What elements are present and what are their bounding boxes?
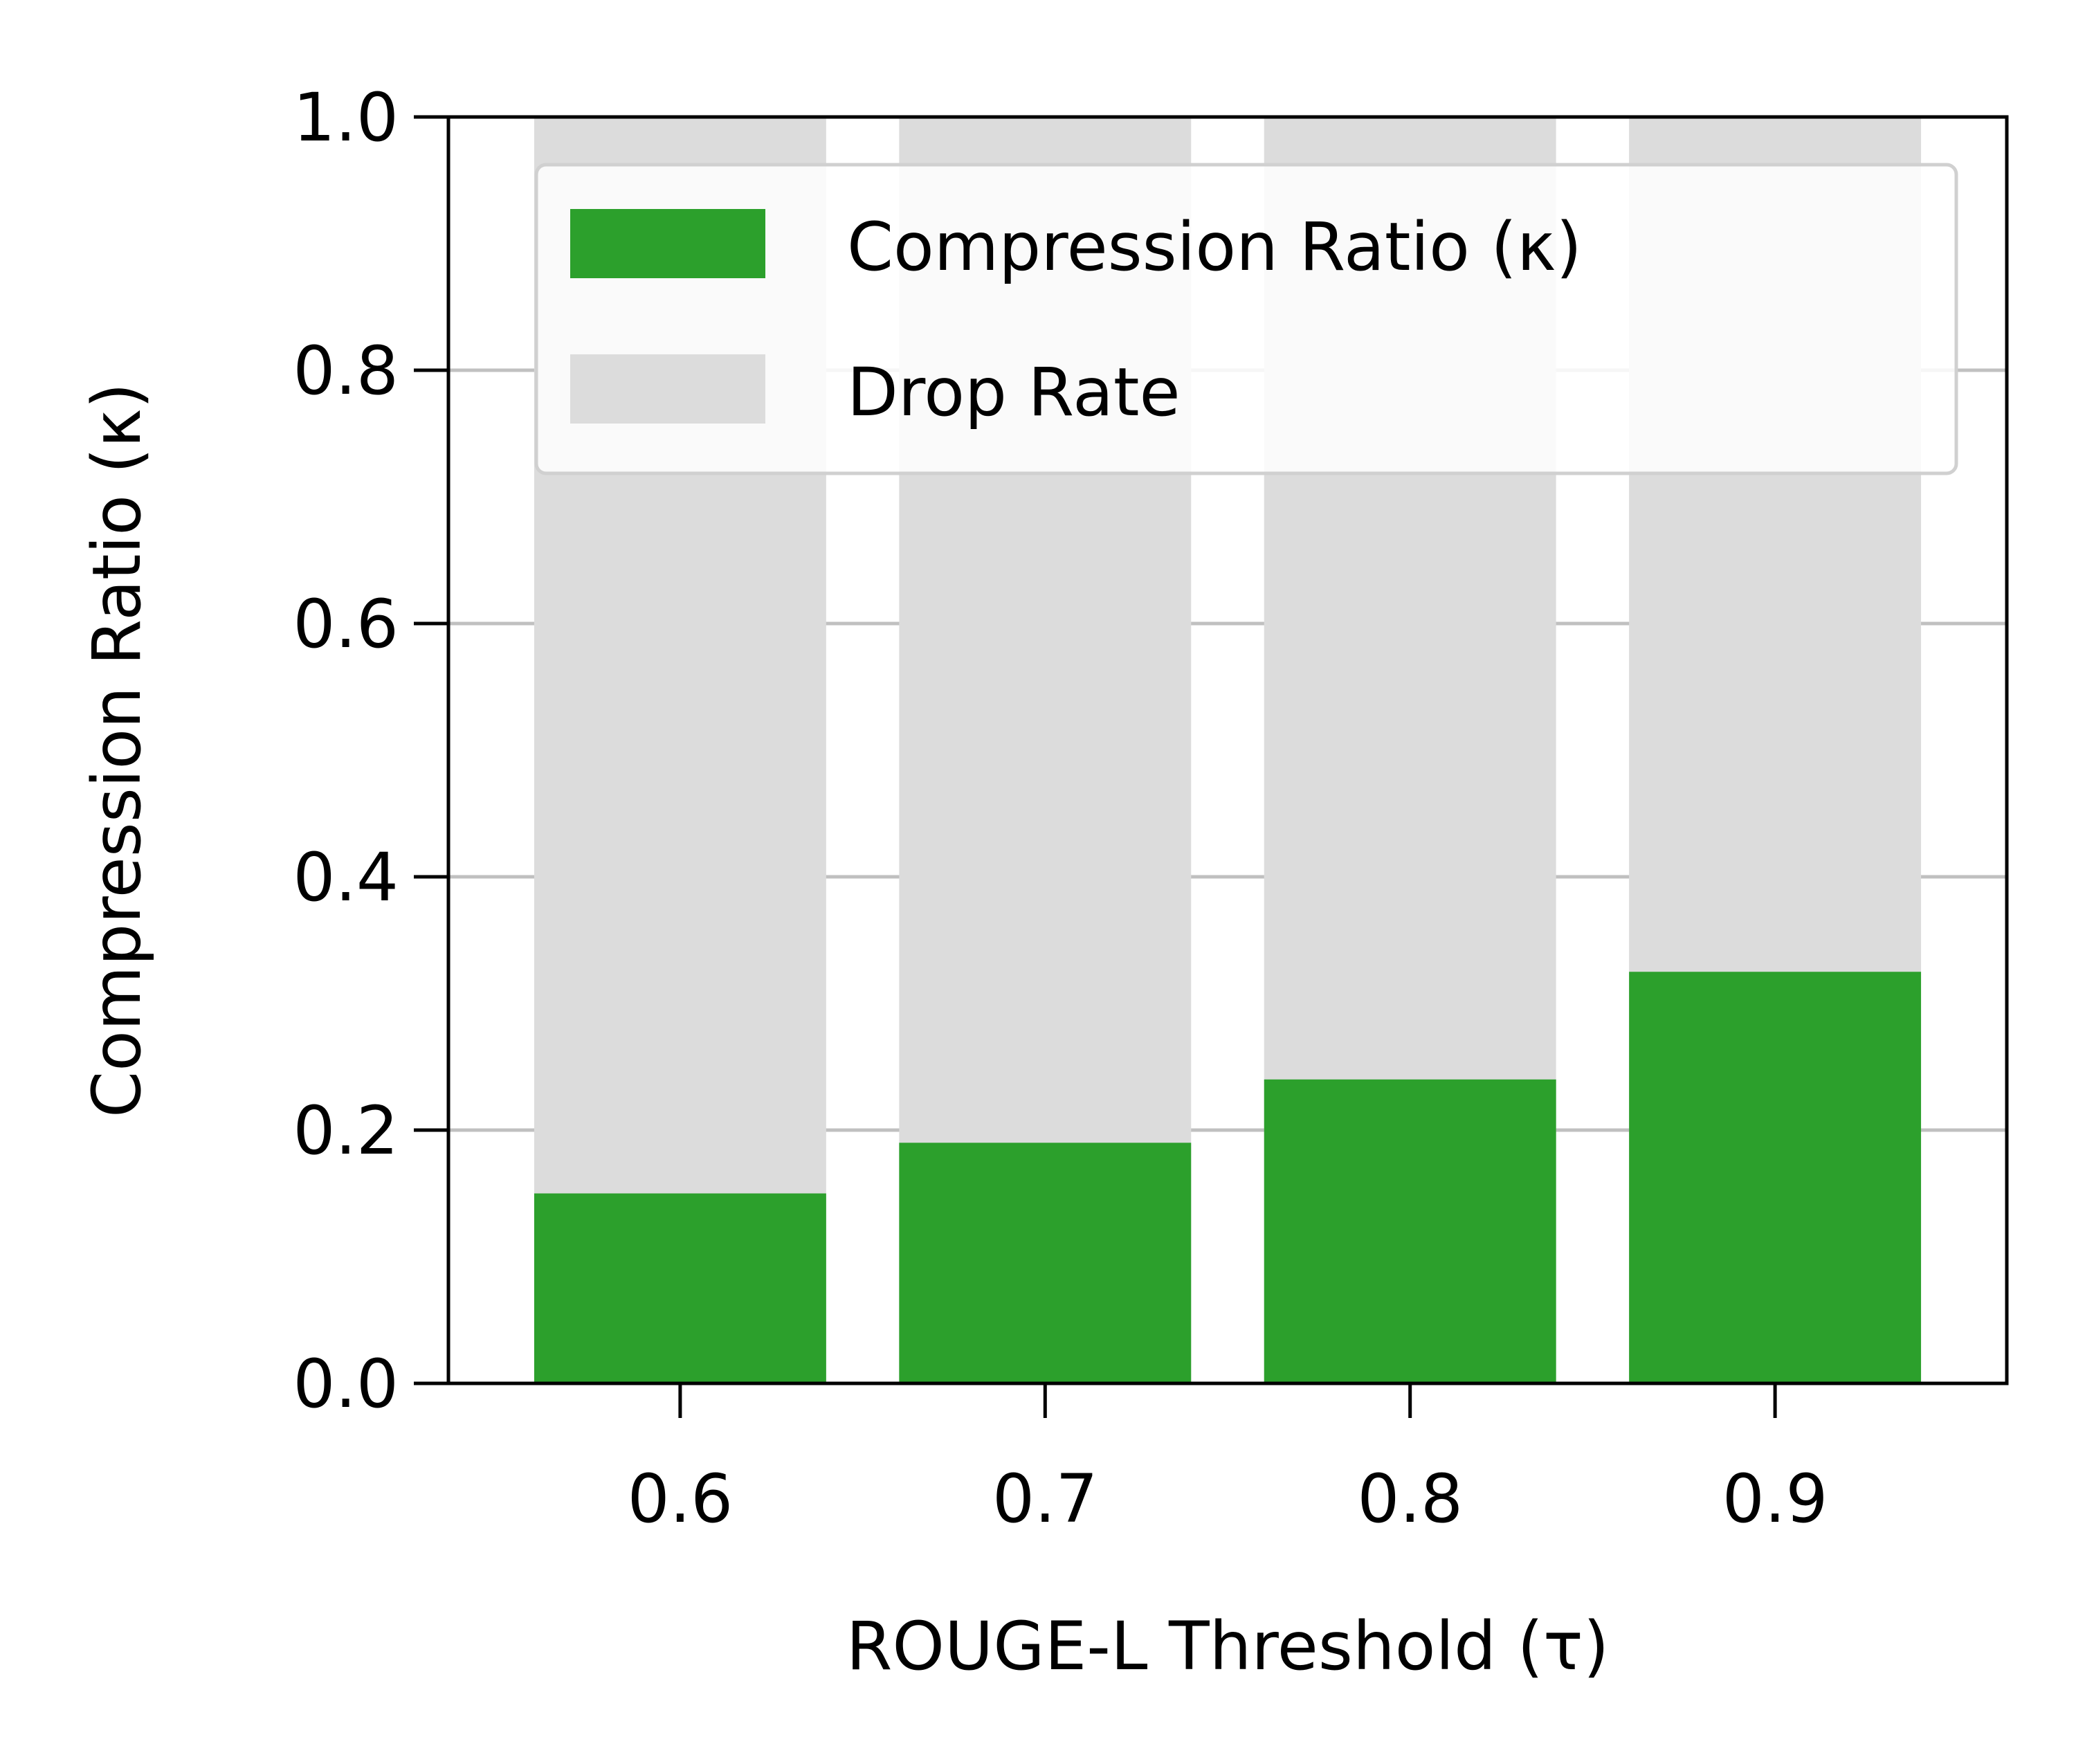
- bar-compression-ratio: [1629, 972, 1922, 1383]
- y-tick-label: 0.4: [293, 839, 399, 916]
- y-tick-label: 0.0: [293, 1345, 399, 1423]
- x-tick-label: 0.7: [992, 1460, 1098, 1538]
- legend-swatch-drop-rate: [570, 354, 765, 424]
- legend: Compression Ratio (κ) Drop Rate: [534, 163, 1958, 475]
- bar-compression-ratio: [1264, 1079, 1556, 1383]
- x-tick-label: 0.9: [1722, 1460, 1828, 1538]
- bar-compression-ratio: [899, 1143, 1192, 1383]
- bar-compression-ratio: [534, 1193, 826, 1383]
- y-tick-label: 0.2: [293, 1092, 399, 1170]
- y-tick-label: 1.0: [293, 79, 399, 156]
- x-axis: 0.6 0.7 0.8 0.9: [628, 1383, 1828, 1538]
- y-axis: 0.0 0.2 0.4 0.6 0.8 1.0: [293, 79, 448, 1423]
- legend-label-drop-rate: Drop Rate: [847, 354, 1181, 431]
- x-axis-label: ROUGE-L Threshold (τ): [846, 1608, 1610, 1685]
- legend-box: [534, 163, 1958, 475]
- x-tick-label: 0.8: [1357, 1460, 1463, 1538]
- legend-swatch-compression-ratio: [570, 209, 765, 278]
- y-tick-label: 0.6: [293, 585, 399, 663]
- y-axis-label: Compression Ratio (κ): [78, 383, 156, 1118]
- y-tick-label: 0.8: [293, 332, 399, 410]
- legend-label-compression-ratio: Compression Ratio (κ): [847, 208, 1582, 286]
- plot-frame: [446, 115, 2009, 1385]
- x-tick-label: 0.6: [628, 1460, 734, 1538]
